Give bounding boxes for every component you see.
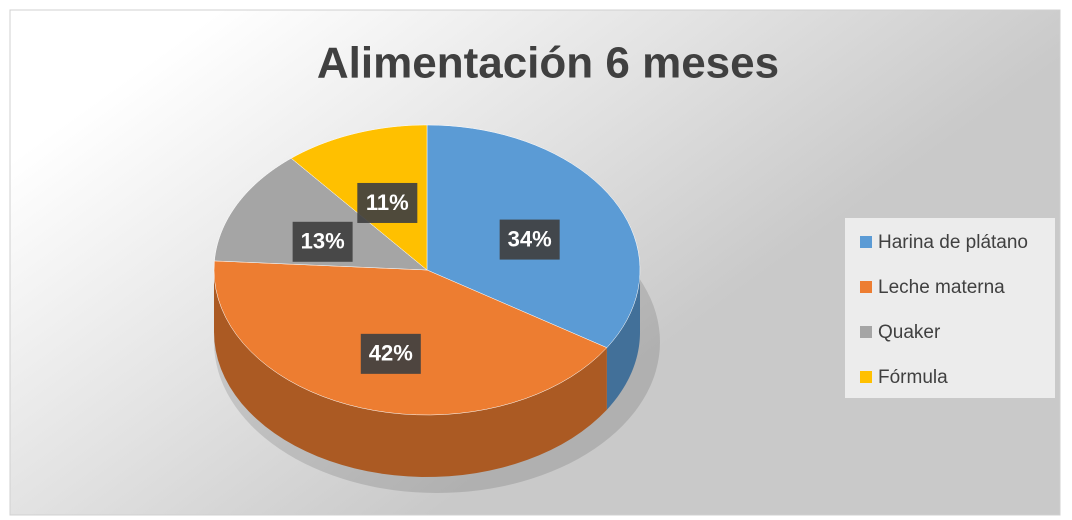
pie-side bbox=[606, 270, 640, 410]
legend-label: Fórmula bbox=[878, 367, 948, 388]
data-label: 13% bbox=[301, 229, 345, 254]
legend-label: Leche materna bbox=[878, 277, 1005, 298]
data-label: 11% bbox=[366, 190, 409, 215]
legend-swatch bbox=[860, 371, 872, 383]
data-label: 34% bbox=[508, 226, 552, 251]
data-label-box bbox=[292, 221, 353, 262]
legend-label: Quaker bbox=[878, 322, 941, 343]
pie-side bbox=[214, 270, 607, 477]
pie-slice bbox=[214, 157, 428, 271]
data-label-box bbox=[499, 219, 560, 260]
legend bbox=[845, 218, 1055, 398]
data-label-box bbox=[357, 182, 418, 223]
chart-title: Alimentación 6 meses bbox=[317, 39, 779, 88]
legend-swatch bbox=[860, 236, 872, 248]
data-label-box bbox=[360, 333, 421, 374]
data-label: 42% bbox=[369, 341, 413, 366]
legend-label: Harina de plátano bbox=[878, 232, 1028, 253]
legend-swatch bbox=[860, 326, 872, 338]
legend-swatch bbox=[860, 281, 872, 293]
